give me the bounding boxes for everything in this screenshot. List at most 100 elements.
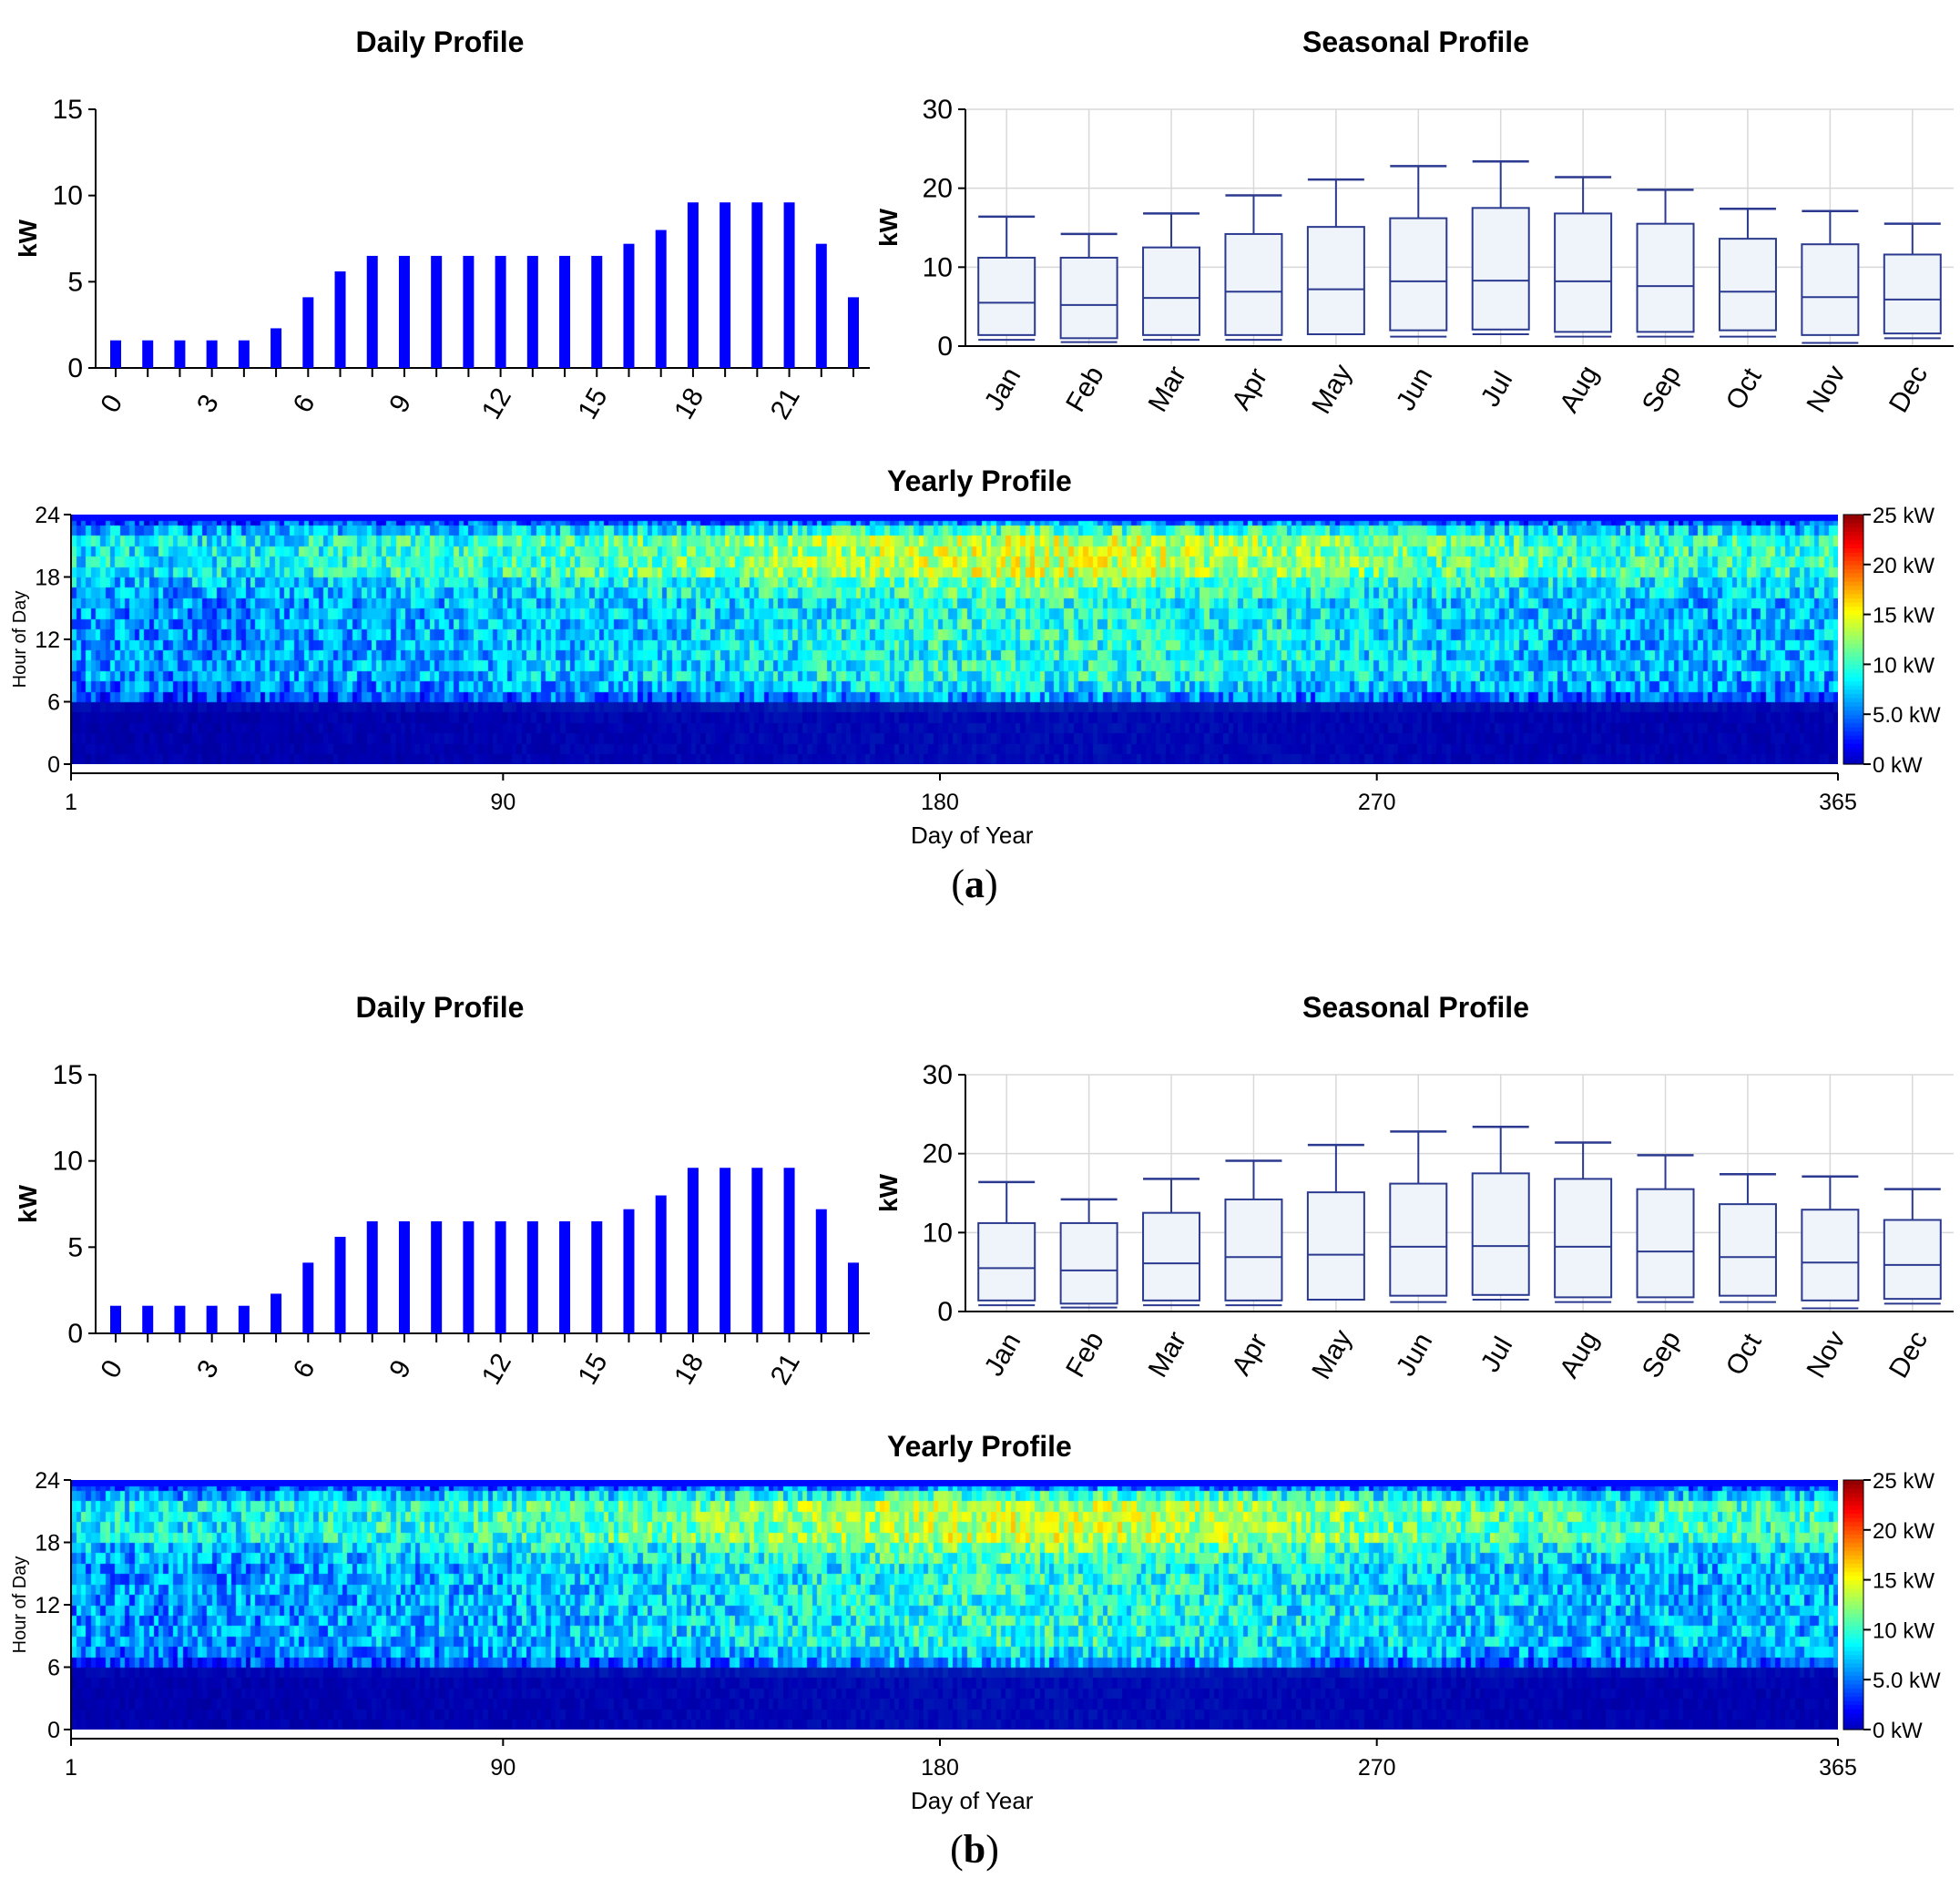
daily-bar <box>526 1220 538 1333</box>
yearly-x-tick-label: 365 <box>1819 1755 1857 1781</box>
daily-bar <box>206 340 218 368</box>
daily-bar <box>302 297 314 368</box>
daily-bar <box>463 1220 475 1333</box>
yearly-y-tick-label: 6 <box>47 1656 60 1681</box>
colorbar-segment <box>1843 614 1863 619</box>
colorbar-segment <box>1843 1654 1863 1659</box>
caption-b: (b) <box>950 1827 999 1872</box>
colorbar-label: 20 kW <box>1873 1519 1934 1544</box>
colorbar-segment <box>1843 668 1863 674</box>
colorbar-segment <box>1843 718 1863 723</box>
colorbar-segment <box>1843 1688 1863 1693</box>
yearly-xlabel: Day of Year <box>911 1787 1034 1814</box>
colorbar-segment <box>1843 1555 1863 1560</box>
colorbar-segment <box>1843 1683 1863 1689</box>
colorbar-label: 5.0 kW <box>1873 1669 1941 1693</box>
seasonal-box <box>1224 232 1283 336</box>
figure-panel-b: Daily Profile Seasonal Profile Yearly Pr… <box>0 947 1960 1878</box>
colorbar-segment <box>1843 1488 1863 1494</box>
daily-y-tick-label: 15 <box>53 1060 83 1090</box>
colorbar-segment <box>1843 722 1863 728</box>
daily-bar <box>623 1209 635 1333</box>
colorbar-segment <box>1843 1605 1863 1610</box>
seasonal-ylabel: kW <box>874 208 903 247</box>
daily-bar <box>559 1220 571 1333</box>
colorbar-segment <box>1843 1563 1863 1568</box>
colorbar-frame <box>1843 514 1864 765</box>
daily-bar <box>655 1195 667 1333</box>
colorbar-segment <box>1843 1633 1863 1639</box>
daily-bar <box>655 230 667 368</box>
seasonal-ylabel: kW <box>874 1173 903 1212</box>
seasonal-box <box>1059 1221 1118 1305</box>
yearly-y-tick-label: 24 <box>35 503 60 528</box>
colorbar-segment <box>1843 1496 1863 1502</box>
daily-bar <box>495 255 506 368</box>
seasonal-y-tick-label: 30 <box>923 95 953 125</box>
seasonal-box <box>1636 222 1695 333</box>
colorbar-segment <box>1843 1492 1863 1497</box>
colorbar-segment <box>1843 743 1863 749</box>
daily-bar <box>174 340 186 368</box>
daily-y-tick-label: 10 <box>53 1147 83 1177</box>
yearly-y-tick-label: 18 <box>35 566 60 591</box>
colorbar-segment <box>1843 627 1863 632</box>
colorbar-segment <box>1843 630 1863 637</box>
seasonal-box <box>1389 1182 1448 1297</box>
yearly-ylabel: Hour of Day <box>10 591 30 689</box>
colorbar-segment <box>1843 531 1863 536</box>
daily-bar <box>174 1305 186 1333</box>
colorbar-segment <box>1843 1592 1863 1597</box>
yearly-profile-axes: 0 6 12 18 24 Hour of Day 1 90 180 270 365 25 kW 20 k… <box>10 503 1941 815</box>
colorbar-segment <box>1843 706 1863 711</box>
daily-bar <box>334 270 346 368</box>
seasonal-y-tick-label: 10 <box>923 252 953 282</box>
seasonal-y-tick-label: 0 <box>937 1297 953 1327</box>
colorbar-segment <box>1843 1517 1863 1523</box>
figure-panel-a: Daily Profile Seasonal Profile Yearly Pr… <box>0 0 1960 931</box>
seasonal-y-tick-label: 30 <box>923 1060 953 1090</box>
colorbar-segment <box>1843 651 1863 657</box>
colorbar-segment <box>1843 714 1863 720</box>
yearly-profile-title: Yearly Profile <box>887 464 1072 497</box>
colorbar-segment <box>1843 585 1863 590</box>
yearly-y-tick-label: 24 <box>35 1468 60 1494</box>
colorbar-segment <box>1843 518 1863 524</box>
yearly-x-tick-label: 180 <box>921 790 959 815</box>
colorbar-segment <box>1843 747 1863 752</box>
colorbar-segment <box>1843 1542 1863 1547</box>
seasonal-y-tick-label: 20 <box>923 174 953 204</box>
daily-bar <box>848 297 859 368</box>
colorbar-segment <box>1843 760 1863 765</box>
daily-bar <box>720 202 731 368</box>
daily-bar <box>271 1293 282 1333</box>
seasonal-y-tick-label: 0 <box>937 332 953 362</box>
daily-bar <box>559 255 571 368</box>
colorbar-segment <box>1843 560 1863 566</box>
colorbar-segment <box>1843 1584 1863 1589</box>
yearly-y-tick-label: 12 <box>35 1593 60 1618</box>
colorbar-segment <box>1843 577 1863 582</box>
seasonal-box <box>1636 1188 1695 1299</box>
colorbar-label: 10 kW <box>1873 653 1934 678</box>
colorbar-segment <box>1843 543 1863 549</box>
colorbar-segment <box>1843 593 1863 598</box>
colorbar-segment <box>1843 680 1863 686</box>
colorbar-segment <box>1843 1500 1863 1505</box>
colorbar-segment <box>1843 730 1863 736</box>
daily-bar <box>720 1168 731 1333</box>
yearly-xlabel: Day of Year <box>911 822 1034 849</box>
colorbar-segment <box>1843 1613 1863 1618</box>
yearly-x-tick-label: 90 <box>490 790 516 815</box>
colorbar-segment <box>1843 564 1863 569</box>
daily-bar <box>591 1220 603 1333</box>
colorbar-segment <box>1843 1629 1863 1635</box>
seasonal-box <box>1389 217 1448 332</box>
daily-bar <box>398 255 410 368</box>
daily-bar <box>366 255 378 368</box>
colorbar-label: 0 kW <box>1873 1719 1923 1743</box>
colorbar-segment <box>1843 1662 1863 1669</box>
daily-y-tick-label: 0 <box>67 1319 83 1349</box>
daily-bar <box>366 1220 378 1333</box>
